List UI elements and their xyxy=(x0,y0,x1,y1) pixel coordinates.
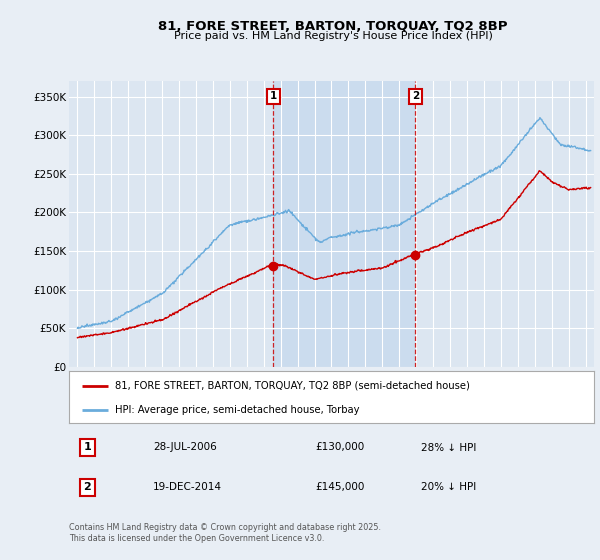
Text: Contains HM Land Registry data © Crown copyright and database right 2025.
This d: Contains HM Land Registry data © Crown c… xyxy=(69,524,381,543)
Text: £130,000: £130,000 xyxy=(316,442,365,452)
Text: 20% ↓ HPI: 20% ↓ HPI xyxy=(421,482,476,492)
Text: 28% ↓ HPI: 28% ↓ HPI xyxy=(421,442,476,452)
Text: 19-DEC-2014: 19-DEC-2014 xyxy=(153,482,222,492)
Text: 81, FORE STREET, BARTON, TORQUAY, TQ2 8BP: 81, FORE STREET, BARTON, TORQUAY, TQ2 8B… xyxy=(158,20,508,32)
Bar xyxy=(274,81,415,367)
Text: Price paid vs. HM Land Registry's House Price Index (HPI): Price paid vs. HM Land Registry's House … xyxy=(173,31,493,41)
Text: 2: 2 xyxy=(412,91,419,101)
Text: 81, FORE STREET, BARTON, TORQUAY, TQ2 8BP (semi-detached house): 81, FORE STREET, BARTON, TORQUAY, TQ2 8B… xyxy=(115,381,470,391)
Text: £145,000: £145,000 xyxy=(316,482,365,492)
Text: 1: 1 xyxy=(270,91,277,101)
Text: 1: 1 xyxy=(83,442,91,452)
Text: 28-JUL-2006: 28-JUL-2006 xyxy=(153,442,217,452)
Text: HPI: Average price, semi-detached house, Torbay: HPI: Average price, semi-detached house,… xyxy=(115,405,360,415)
Text: 2: 2 xyxy=(83,482,91,492)
